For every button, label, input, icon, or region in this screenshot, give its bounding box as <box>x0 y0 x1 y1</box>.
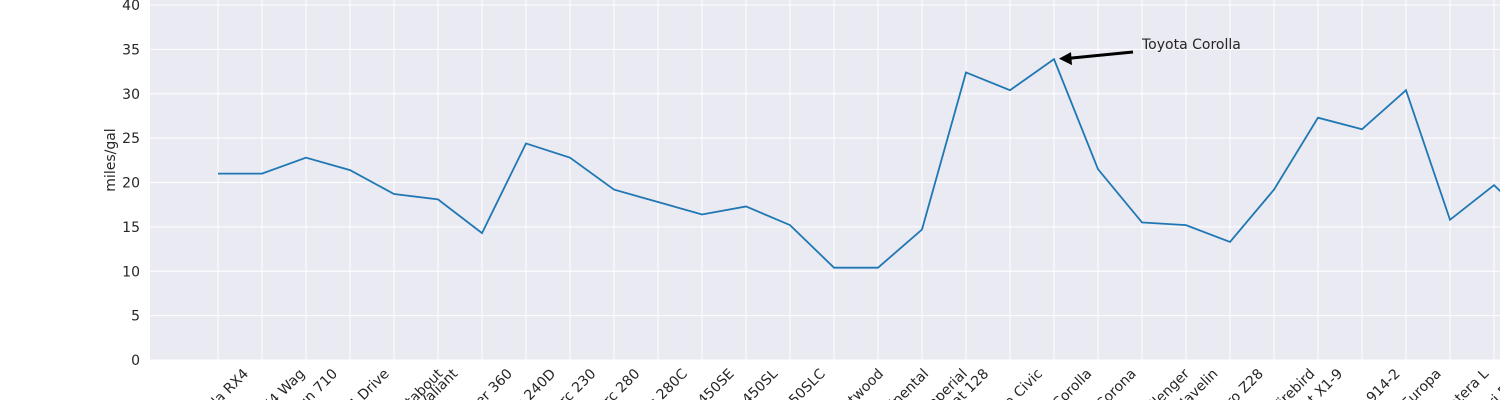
y-tick-label: 25 <box>122 131 140 147</box>
y-tick-label: 20 <box>122 176 140 192</box>
x-tick-label: Duster 360 <box>449 366 515 400</box>
annotation-arrow <box>1067 50 1134 60</box>
annotation-text: Toyota Corolla <box>1141 37 1241 53</box>
line <box>218 57 1500 269</box>
annotation-arrowhead <box>1059 52 1072 66</box>
y-tick-label: 15 <box>122 220 140 236</box>
y-tick-label: 35 <box>122 42 140 58</box>
y-tick-label: 30 <box>122 87 140 103</box>
x-tick-label: Mazda RX4 <box>185 366 252 400</box>
plot-area <box>150 0 1500 360</box>
x-tick-label: Merc 280 <box>586 366 643 400</box>
y-tick-label: 5 <box>131 309 140 325</box>
y-tick-label: 0 <box>131 353 140 369</box>
y-tick-label: 10 <box>122 264 140 280</box>
y-tick-label: 40 <box>122 0 140 14</box>
y-axis-label: miles/gal <box>103 128 119 191</box>
